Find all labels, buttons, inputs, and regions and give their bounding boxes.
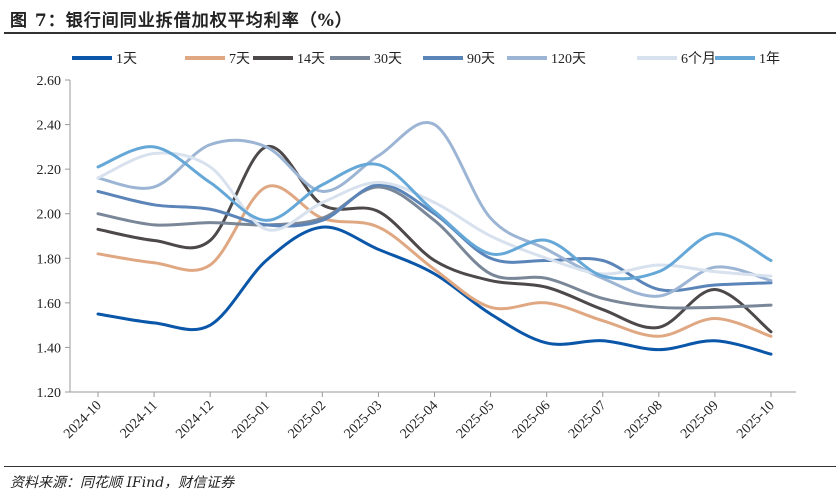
y-tick-label: 2.20 bbox=[37, 163, 62, 178]
y-tick-label: 2.60 bbox=[37, 74, 62, 89]
y-tick-label: 1.80 bbox=[37, 252, 62, 267]
x-tick-label: 2025-10 bbox=[734, 398, 778, 442]
y-tick-label: 1.20 bbox=[37, 386, 62, 401]
legend-label: 6个月 bbox=[681, 51, 716, 67]
legend-label: 7天 bbox=[229, 52, 250, 67]
x-tick-label: 2025-07 bbox=[566, 398, 610, 442]
y-tick-label: 1.40 bbox=[37, 341, 62, 356]
source-divider bbox=[4, 466, 836, 467]
x-tick-label: 2025-06 bbox=[510, 398, 554, 442]
legend-label: 90天 bbox=[467, 52, 495, 67]
series-line-1年 bbox=[96, 145, 773, 281]
series-line-1天 bbox=[96, 225, 773, 356]
x-tick-label: 2024-11 bbox=[118, 398, 161, 441]
legend-label: 120天 bbox=[551, 52, 586, 67]
y-tick-label: 1.60 bbox=[37, 297, 62, 312]
x-tick-label: 2025-02 bbox=[286, 398, 330, 442]
legend-label: 1年 bbox=[759, 51, 780, 67]
title-divider bbox=[4, 32, 836, 34]
x-tick-label: 2025-01 bbox=[229, 398, 273, 442]
x-tick-label: 2025-05 bbox=[454, 398, 498, 442]
series-line-6个月 bbox=[96, 151, 773, 278]
x-tick-label: 2025-09 bbox=[678, 398, 722, 442]
series-line-7天 bbox=[96, 184, 773, 338]
x-tick-label: 2025-08 bbox=[622, 398, 666, 442]
y-tick-label: 2.00 bbox=[37, 208, 62, 223]
series-line-14天 bbox=[96, 145, 773, 334]
chart-title: 图 7：银行间同业拆借加权平均利率（%） bbox=[10, 11, 353, 31]
source-note: 资料来源：同花顺 IFind，财信证券 bbox=[10, 475, 235, 491]
x-tick-label: 2025-03 bbox=[342, 398, 386, 442]
series-line-120天 bbox=[96, 121, 773, 298]
legend-label: 30天 bbox=[374, 52, 402, 67]
y-tick-label: 2.40 bbox=[37, 119, 62, 134]
x-tick-label: 2024-12 bbox=[173, 398, 217, 442]
x-tick-label: 2025-04 bbox=[398, 398, 442, 442]
x-tick-label: 2024-10 bbox=[61, 398, 105, 442]
series-line-90天 bbox=[96, 183, 773, 293]
legend-label: 1天 bbox=[116, 52, 137, 67]
legend-label: 14天 bbox=[297, 52, 325, 67]
series-line-30天 bbox=[96, 185, 773, 310]
